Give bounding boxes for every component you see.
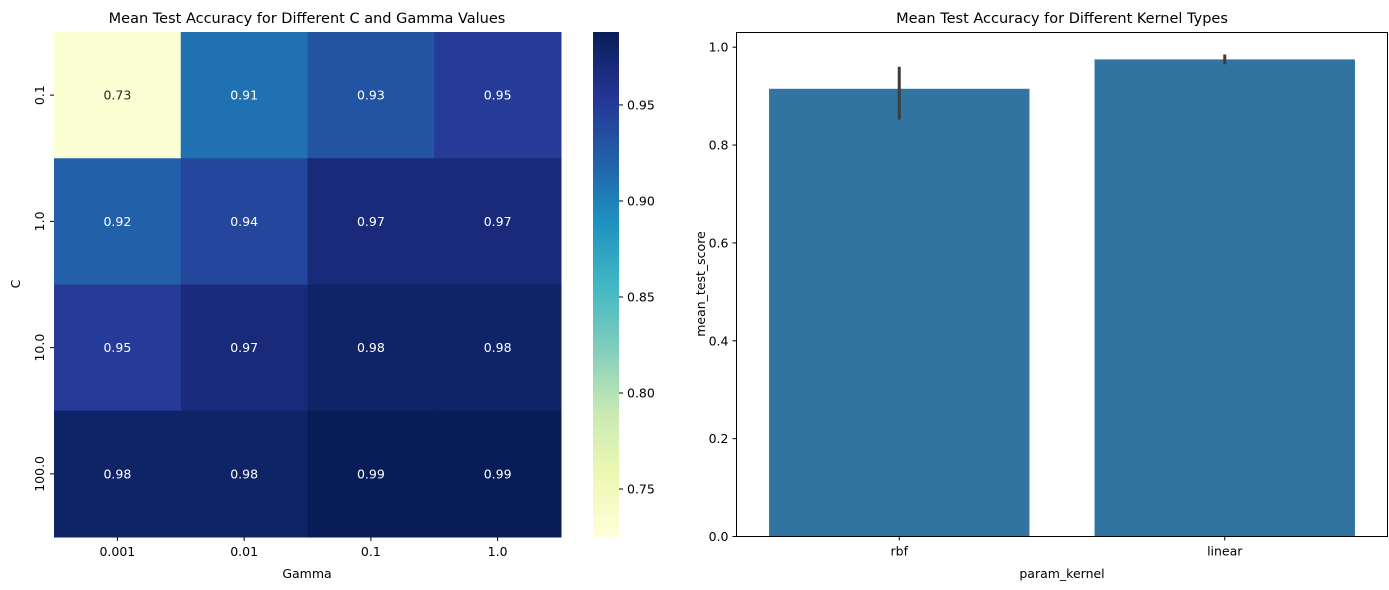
- heatmap-y-tick-label: 0.1: [32, 85, 47, 105]
- heatmap-y-tick-label: 100.0: [32, 456, 47, 492]
- heatmap-cells: 0.73 0.91 0.93 0.95 0.92 0.94 0.97 0.97 0.95 0.97…: [54, 32, 562, 538]
- heatmap-cell-value: 0.97: [357, 214, 385, 229]
- heatmap-cell-value: 0.91: [230, 88, 258, 103]
- heatmap-y-tick-labels: 0.1 1.0 10.0 100.0: [32, 85, 54, 492]
- bar-y-tick-label: 0.2: [709, 431, 729, 446]
- colorbar: 0.75 0.80 0.85 0.90 0.95: [593, 32, 655, 537]
- heatmap-x-tick-label: 1.0: [488, 544, 508, 559]
- heatmap-cell: [54, 32, 182, 159]
- bar: [769, 88, 1030, 537]
- bar-y-tick-label: 0.8: [709, 138, 729, 153]
- heatmap-cell: [307, 32, 435, 159]
- heatmap-cell: [434, 158, 562, 285]
- bar: [1094, 59, 1355, 537]
- heatmap-cell: [54, 158, 182, 285]
- colorbar-tick-label: 0.75: [627, 481, 655, 496]
- heatmap-cell: [180, 410, 308, 538]
- heatmap-cell-value: 0.98: [484, 340, 512, 355]
- heatmap-x-tick-labels: 0.001 0.01 0.1 1.0: [99, 537, 508, 559]
- heatmap-cell-value: 0.95: [484, 88, 512, 103]
- heatmap-cell-value: 0.99: [357, 466, 385, 481]
- bar-x-tick-label: linear: [1207, 544, 1243, 559]
- heatmap-cell-value: 0.97: [230, 340, 258, 355]
- heatmap-cell-value: 0.99: [484, 466, 512, 481]
- heatmap-cell-value: 0.98: [357, 340, 385, 355]
- heatmap-cell-value: 0.98: [230, 466, 258, 481]
- colorbar-tick-label: 0.90: [627, 193, 655, 208]
- bar-y-tick-label: 1.0: [709, 40, 729, 55]
- colorbar-tick-label: 0.95: [627, 97, 655, 112]
- bar-y-tick-labels: 0.0 0.2 0.4 0.6 0.8 1.0: [709, 40, 737, 544]
- heatmap-cell: [180, 32, 308, 159]
- heatmap-cell: [434, 284, 562, 412]
- heatmap-cell-value: 0.97: [484, 214, 512, 229]
- heatmap-cell: [307, 158, 435, 285]
- heatmap-cell-value: 0.92: [103, 214, 131, 229]
- bar-chart-title: Mean Test Accuracy for Different Kernel …: [896, 11, 1228, 27]
- heatmap-title: Mean Test Accuracy for Different C and G…: [109, 11, 506, 27]
- heatmap-x-tick-label: 0.001: [99, 544, 135, 559]
- colorbar-tick-label: 0.85: [627, 289, 655, 304]
- colorbar-tick-labels: 0.75 0.80 0.85 0.90 0.95: [619, 97, 655, 496]
- heatmap-cell-value: 0.98: [103, 466, 131, 481]
- heatmap-x-tick-label: 0.1: [361, 544, 381, 559]
- heatmap-x-tick-label: 0.01: [230, 544, 258, 559]
- colorbar-tick-label: 0.80: [627, 385, 655, 400]
- heatmap-cell-value: 0.93: [357, 88, 385, 103]
- bar-x-tick-labels: rbf linear: [891, 536, 1243, 559]
- heatmap-cell: [180, 158, 308, 285]
- heatmap-cell: [54, 410, 182, 538]
- bar-y-tick-label: 0.4: [709, 333, 729, 348]
- bar-y-tick-label: 0.0: [709, 529, 729, 544]
- bar-chart-panel: Mean Test Accuracy for Different Kernel …: [693, 11, 1388, 581]
- heatmap-cell: [434, 410, 562, 538]
- colorbar-gradient: [593, 32, 619, 537]
- bar-x-tick-label: rbf: [891, 544, 909, 559]
- heatmap-cell: [180, 284, 308, 412]
- bar-x-axis-label: param_kernel: [1019, 566, 1104, 581]
- heatmap-panel: Mean Test Accuracy for Different C and G…: [8, 11, 562, 581]
- heatmap-cell: [434, 32, 562, 159]
- heatmap-cell: [54, 284, 182, 412]
- bar-y-tick-label: 0.6: [709, 235, 729, 250]
- bar-y-axis-label: mean_test_score: [693, 231, 708, 337]
- heatmap-cell: [307, 284, 435, 412]
- heatmap-cell-value: 0.73: [103, 88, 131, 103]
- error-bars: [897, 54, 1227, 120]
- bars: [769, 59, 1355, 537]
- heatmap-cell-value: 0.94: [230, 214, 258, 229]
- heatmap-y-tick-label: 1.0: [32, 211, 47, 231]
- heatmap-cell-value: 0.95: [103, 340, 131, 355]
- heatmap-y-axis-label: C: [8, 279, 23, 288]
- heatmap-y-tick-label: 10.0: [32, 334, 47, 362]
- heatmap-x-axis-label: Gamma: [282, 566, 331, 581]
- bar-axes-frame: [736, 32, 1388, 537]
- heatmap-cell: [307, 410, 435, 538]
